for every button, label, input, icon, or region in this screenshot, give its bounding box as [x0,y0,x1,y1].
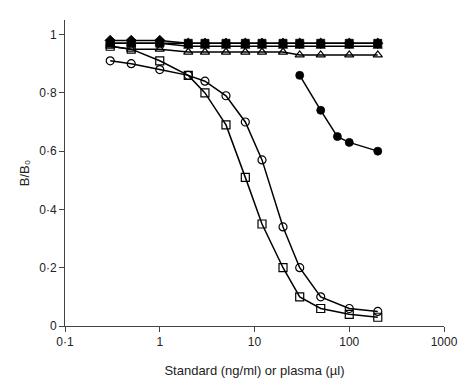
svg-text:0·6: 0·6 [39,144,57,158]
svg-text:0·2: 0·2 [39,261,57,275]
svg-text:Standard (ng/ml) or plasma (µl: Standard (ng/ml) or plasma (µl) [164,363,344,378]
svg-text:1000: 1000 [431,335,458,349]
svg-text:0·8: 0·8 [39,86,57,100]
svg-text:1: 1 [156,335,163,349]
svg-text:10: 10 [248,335,262,349]
svg-text:0·4: 0·4 [39,203,57,217]
svg-text:1: 1 [50,28,57,42]
svg-text:B/B₀: B/B₀ [17,160,32,186]
svg-text:0·1: 0·1 [56,335,74,349]
svg-text:0: 0 [50,319,57,333]
svg-text:100: 100 [339,335,359,349]
